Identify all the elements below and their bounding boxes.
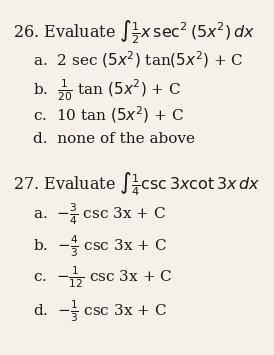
Text: d.  $-\frac{1}{3}$ csc 3x + C: d. $-\frac{1}{3}$ csc 3x + C	[33, 299, 167, 324]
Text: 27. Evaluate $\int \frac{1}{4}\csc 3x\cot 3x\,dx$: 27. Evaluate $\int \frac{1}{4}\csc 3x\co…	[13, 170, 260, 198]
Text: a.  $-\frac{3}{4}$ csc 3x + C: a. $-\frac{3}{4}$ csc 3x + C	[33, 202, 166, 227]
Text: c.  10 tan $(5x^2)$ + C: c. 10 tan $(5x^2)$ + C	[33, 105, 184, 125]
Text: b.  $\frac{1}{20}$ tan $(5x^2)$ + C: b. $\frac{1}{20}$ tan $(5x^2)$ + C	[33, 77, 181, 103]
Text: b.  $-\frac{4}{3}$ csc 3x + C: b. $-\frac{4}{3}$ csc 3x + C	[33, 233, 167, 258]
Text: a.  2 sec $(5x^2)$ tan$(5x^2)$ + C: a. 2 sec $(5x^2)$ tan$(5x^2)$ + C	[33, 49, 244, 70]
Text: c.  $-\frac{1}{12}$ csc 3x + C: c. $-\frac{1}{12}$ csc 3x + C	[33, 264, 173, 290]
Text: 26. Evaluate $\int \frac{1}{2}x\,\sec^2(5x^2)\,dx$: 26. Evaluate $\int \frac{1}{2}x\,\sec^2(…	[13, 18, 255, 45]
Text: d.  none of the above: d. none of the above	[33, 132, 195, 146]
